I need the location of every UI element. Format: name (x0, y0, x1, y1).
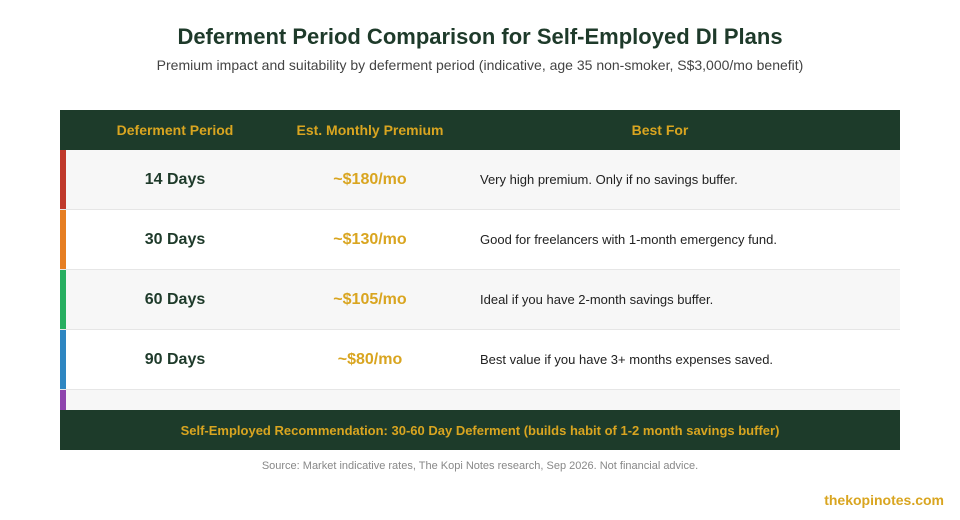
page-title: Deferment Period Comparison for Self-Emp… (177, 24, 783, 49)
recommendation-bar: Self-Employed Recommendation: 30-60 Day … (60, 410, 900, 450)
row-premium: ~$180/mo (333, 170, 407, 188)
header-best-for: Best For (631, 122, 689, 138)
row-best-for: Best value if you have 3+ months expense… (480, 352, 774, 367)
table-row-partial (60, 390, 900, 410)
page-subtitle: Premium impact and suitability by deferm… (156, 57, 804, 73)
row-premium: ~$105/mo (333, 290, 407, 308)
header-monthly-premium: Est. Monthly Premium (296, 122, 444, 138)
comparison-table: Deferment Period Est. Monthly Premium Be… (60, 110, 900, 410)
table-header: Deferment Period Est. Monthly Premium Be… (60, 110, 900, 150)
row-accent-bar (60, 390, 66, 410)
row-best-for: Ideal if you have 2-month savings buffer… (480, 292, 714, 307)
row-premium: ~$130/mo (333, 230, 407, 248)
row-best-for: Very high premium. Only if no savings bu… (480, 172, 738, 187)
row-accent-bar (60, 330, 66, 389)
source-note: Source: Market indicative rates, The Kop… (261, 460, 699, 472)
header-deferment-period: Deferment Period (116, 122, 234, 138)
row-period: 90 Days (144, 350, 206, 368)
row-premium: ~$80/mo (337, 350, 403, 368)
row-period: 30 Days (144, 230, 206, 248)
row-accent-bar (60, 150, 66, 209)
row-accent-bar (60, 210, 66, 269)
row-period: 60 Days (144, 290, 206, 308)
table-row: 60 Days ~$105/mo Ideal if you have 2-mon… (60, 270, 900, 330)
table-row: 30 Days ~$130/mo Good for freelancers wi… (60, 210, 900, 270)
row-best-for: Good for freelancers with 1-month emerge… (480, 232, 777, 247)
row-period: 14 Days (144, 170, 206, 188)
table-row: 90 Days ~$80/mo Best value if you have 3… (60, 330, 900, 390)
row-accent-bar (60, 270, 66, 329)
table-row: 14 Days ~$180/mo Very high premium. Only… (60, 150, 900, 210)
table-body: 14 Days ~$180/mo Very high premium. Only… (60, 150, 900, 410)
brand-watermark: thekopinotes.com (824, 492, 944, 508)
